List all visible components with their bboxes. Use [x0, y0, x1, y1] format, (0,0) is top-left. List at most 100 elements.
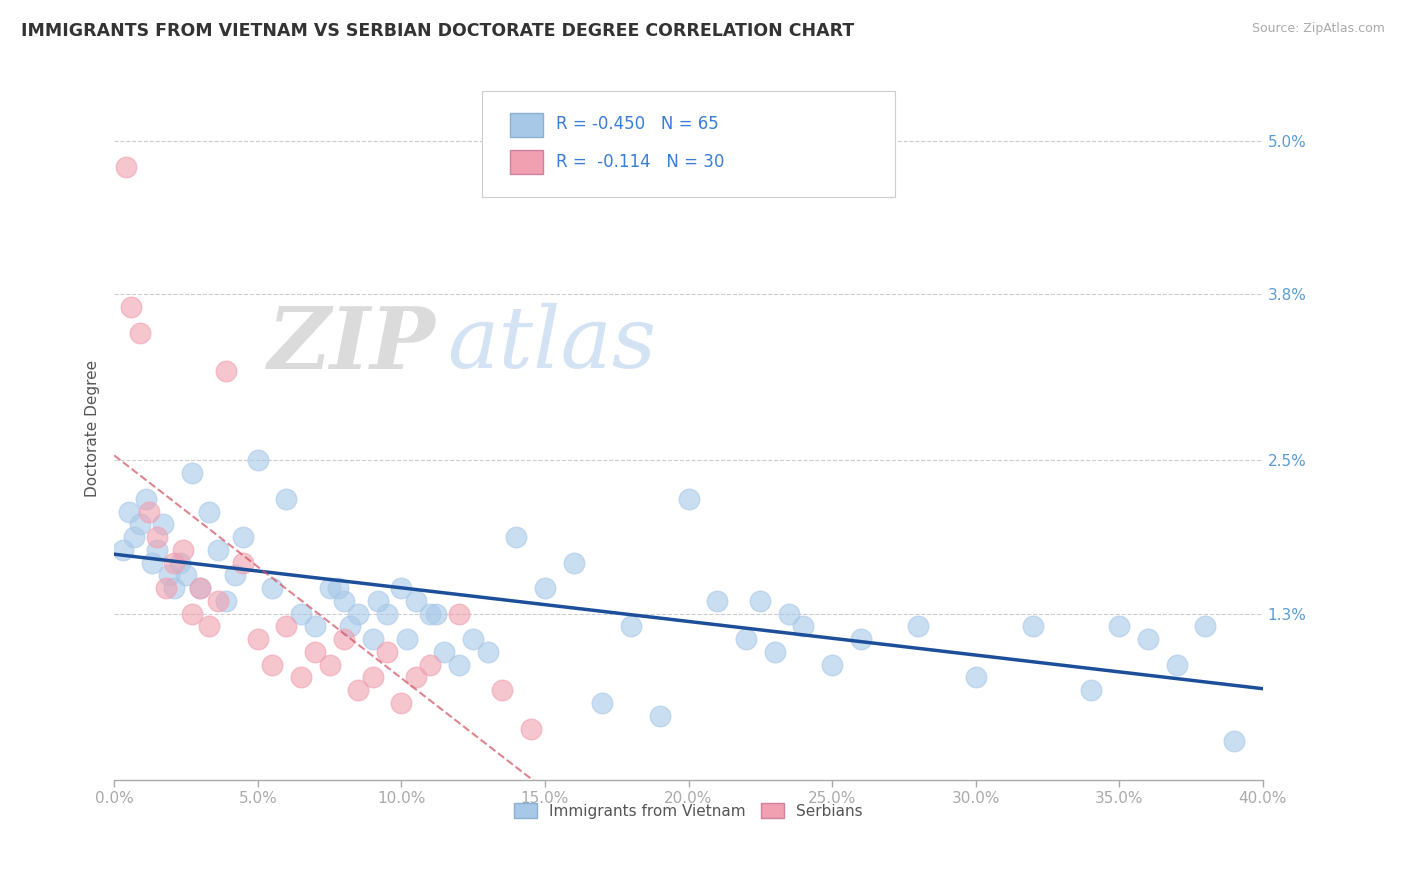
Point [246, 453, 269, 467]
Point [198, 619, 221, 633]
Point [304, 645, 326, 659]
Point [146, 542, 169, 557]
Point [1108, 619, 1130, 633]
Point [262, 657, 284, 672]
Point [232, 556, 254, 570]
Point [172, 542, 194, 557]
Point [735, 632, 758, 647]
Point [1022, 619, 1045, 633]
Text: Source: ZipAtlas.com: Source: ZipAtlas.com [1251, 22, 1385, 36]
Point [207, 594, 229, 608]
Point [389, 696, 412, 710]
Point [304, 619, 326, 633]
Point [180, 607, 202, 621]
Point [276, 619, 298, 633]
Point [347, 683, 370, 698]
Y-axis label: Doctorate Degree: Doctorate Degree [86, 360, 100, 497]
Point [290, 670, 312, 684]
Point [188, 581, 211, 595]
Point [120, 300, 142, 314]
Point [419, 657, 441, 672]
Point [163, 581, 186, 595]
Point [180, 467, 202, 481]
Point [361, 670, 384, 684]
Point [207, 542, 229, 557]
Point [534, 581, 557, 595]
Point [396, 632, 419, 647]
Text: ZIP: ZIP [269, 302, 436, 386]
Point [215, 594, 238, 608]
Point [328, 581, 350, 595]
Point [375, 645, 398, 659]
Point [152, 517, 174, 532]
Legend: Immigrants from Vietnam, Serbians: Immigrants from Vietnam, Serbians [508, 797, 869, 824]
Point [169, 556, 191, 570]
Text: R = -0.450   N = 65: R = -0.450 N = 65 [557, 115, 720, 134]
Point [361, 632, 384, 647]
Point [141, 556, 163, 570]
Point [318, 657, 340, 672]
Point [290, 607, 312, 621]
Point [463, 632, 485, 647]
Point [678, 491, 700, 506]
FancyBboxPatch shape [510, 112, 543, 137]
Point [138, 504, 160, 518]
Point [447, 607, 470, 621]
Point [146, 530, 169, 544]
Point [405, 670, 427, 684]
Point [262, 581, 284, 595]
Point [318, 581, 340, 595]
Point [129, 326, 152, 340]
Point [276, 491, 298, 506]
Point [114, 160, 136, 174]
Point [111, 542, 134, 557]
Point [519, 722, 541, 736]
Point [792, 619, 814, 633]
Point [562, 556, 585, 570]
Point [124, 530, 146, 544]
Point [425, 607, 447, 621]
Point [778, 607, 800, 621]
Point [389, 581, 412, 595]
Point [433, 645, 456, 659]
Point [188, 581, 211, 595]
Point [907, 619, 929, 633]
Point [505, 530, 527, 544]
Point [591, 696, 613, 710]
Point [333, 632, 356, 647]
Point [648, 708, 671, 723]
Point [1080, 683, 1102, 698]
Point [347, 607, 370, 621]
Point [246, 632, 269, 647]
Point [333, 594, 356, 608]
Point [198, 504, 221, 518]
Point [117, 504, 139, 518]
Point [224, 568, 246, 582]
Point [419, 607, 441, 621]
Point [447, 657, 470, 672]
Point [174, 568, 197, 582]
Point [1166, 657, 1188, 672]
Point [965, 670, 987, 684]
Point [620, 619, 643, 633]
Point [129, 517, 152, 532]
Point [215, 364, 238, 378]
Point [491, 683, 513, 698]
FancyBboxPatch shape [510, 150, 543, 174]
Point [163, 556, 186, 570]
Point [157, 568, 180, 582]
Point [339, 619, 361, 633]
Point [1223, 734, 1246, 748]
Text: R =  -0.114   N = 30: R = -0.114 N = 30 [557, 153, 725, 170]
Point [135, 491, 157, 506]
Point [232, 530, 254, 544]
Point [1194, 619, 1216, 633]
Point [763, 645, 786, 659]
FancyBboxPatch shape [482, 92, 896, 197]
Point [1137, 632, 1160, 647]
Text: atlas: atlas [447, 303, 657, 385]
Point [155, 581, 177, 595]
Point [821, 657, 844, 672]
Point [375, 607, 398, 621]
Point [849, 632, 872, 647]
